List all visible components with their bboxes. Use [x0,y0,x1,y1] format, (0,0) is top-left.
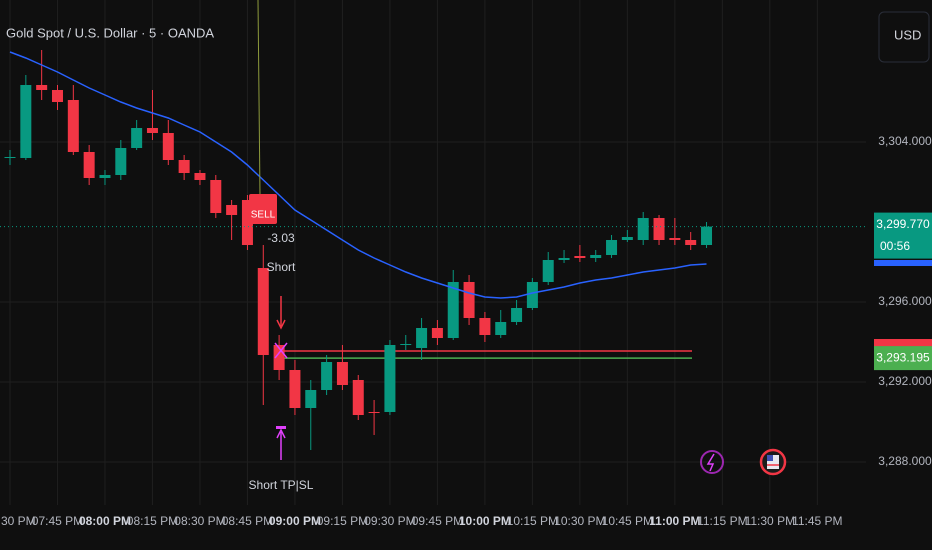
candle-body [463,282,475,318]
x-tick-label: 11:30 PM [745,514,795,528]
x-tick-label: 10:15 PM [507,514,558,528]
grid [0,0,866,505]
x-tick-label: 09:30 PM [364,514,415,528]
x-tick-label: 08:00 PM [79,514,131,528]
trade-side: Short [267,260,296,274]
sell-label: SELL [251,210,276,221]
candle-body [574,256,586,258]
trade-exit: Short TP|SL [249,478,314,492]
currency-button[interactable] [878,11,930,63]
candle-body [178,160,190,173]
candle-body [4,157,16,158]
x-tick-label: 09:45 PM [412,514,463,528]
last-price-box [874,212,932,259]
signal-line [257,0,261,197]
candle-body [321,362,333,390]
candle-body [558,258,570,260]
candle-body [590,255,602,258]
candle-body [146,128,158,133]
x-tick-label: 08:45 PM [222,514,273,528]
x-tick-label: 11:15 PM [697,514,747,528]
candle-body [162,133,174,160]
entry-arrow-head [276,319,286,330]
candle-body [20,85,32,158]
x-tick-label: 10:45 PM [602,514,653,528]
candle-body [368,412,380,413]
x-tick-label: 07:45 PM [32,514,83,528]
candle-body [226,205,238,215]
candle-body [685,240,697,245]
candle-body [431,328,443,338]
last-price-label: 3,299.770 [876,217,930,231]
candle-body [273,345,285,370]
x-tick-label: 10:00 PM [459,514,511,528]
candle-body [305,390,317,408]
sell-marker [249,194,277,224]
candle-body [83,152,95,178]
price-axis: 3,288.000 3,292.000 3,296.000 3,304.000 3,29… [874,134,932,468]
event-icon[interactable] [700,450,724,474]
candle-body [289,370,301,408]
candle-body [384,345,396,412]
candle-body [51,90,63,102]
y-tick-label: 3,288.000 [878,454,932,468]
candle-body [352,380,364,415]
level-box [874,346,932,371]
trade-pnl: -3.03 [267,231,295,245]
entry-cross [274,342,288,359]
x-tick-label: 08:30 PM [174,514,225,528]
candle-body [479,318,491,335]
level-label: 3,293.195 [876,350,930,364]
chart-title: Gold Spot / U.S. Dollar · 5 · OANDA [6,25,214,40]
x-tick-label: 07:30 PM [0,514,36,528]
candle-body [447,282,459,338]
candle-body [621,237,633,240]
candle-body [257,268,269,355]
moving-average [9,51,707,299]
candle-body [400,344,412,345]
ma-price-box [874,260,932,266]
exit-arrow-head [276,428,286,439]
flag-icon-canton [767,455,773,461]
candle-body [194,173,206,180]
y-tick-label: 3,296.000 [878,294,932,308]
candle-body [637,218,649,240]
candle-body [542,260,554,282]
currency-label: USD [894,27,921,42]
candle-body [511,308,523,322]
y-tick-label: 3,304.000 [878,134,932,148]
candle-body [115,148,127,175]
candle-body [653,218,665,240]
plot-area [0,50,866,450]
exit-mark [276,426,286,429]
candle-body [336,362,348,385]
countdown-label: 00:56 [880,239,910,253]
candle-body [131,128,143,148]
candle-body [526,282,538,308]
candle-body [210,180,222,213]
candle-body [241,200,253,245]
candle-body [669,238,681,240]
candle-body [701,226,713,245]
x-tick-label: 08:15 PM [127,514,178,528]
x-tick-label: 11:45 PM [792,514,842,528]
x-tick-label: 09:00 PM [269,514,321,528]
candle-body [416,328,428,348]
candle-body [495,322,507,335]
x-tick-label: 09:15 PM [317,514,368,528]
x-tick-label: 10:30 PM [554,514,605,528]
y-tick-label: 3,292.000 [878,374,932,388]
candle-body [36,85,48,90]
candle-body [67,100,79,152]
x-tick-label: 11:00 PM [649,514,700,528]
candle-body [99,175,111,178]
event-icon-bolt [706,453,715,472]
candle-body [606,240,618,255]
